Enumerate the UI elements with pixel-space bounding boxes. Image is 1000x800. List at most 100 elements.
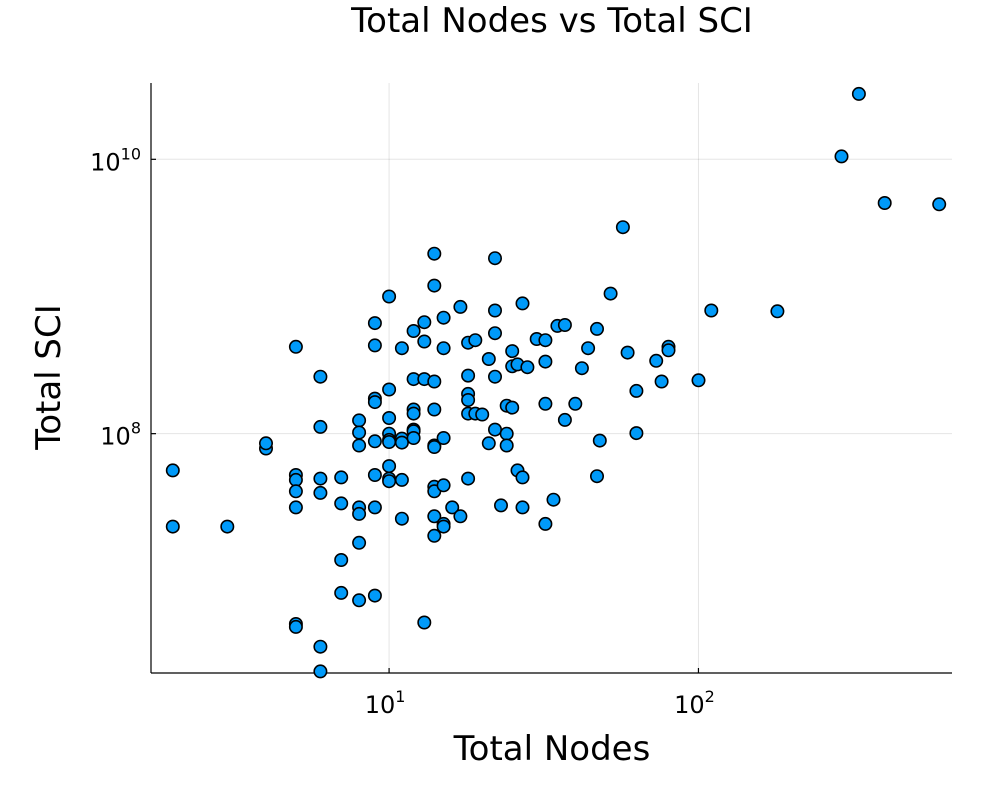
x-tick-label: 102 <box>674 687 715 719</box>
data-point <box>487 326 502 341</box>
data-point <box>417 315 432 330</box>
y-tick-label: 108 <box>100 419 141 451</box>
data-point <box>568 396 583 411</box>
data-point <box>406 430 421 445</box>
data-point <box>538 516 553 531</box>
data-point <box>288 484 303 499</box>
data-point <box>394 341 409 356</box>
data-point <box>691 373 706 388</box>
data-point <box>288 472 303 487</box>
data-point <box>487 303 502 318</box>
data-point <box>487 422 502 437</box>
data-point <box>367 316 382 331</box>
data-point <box>165 519 180 534</box>
data-point <box>394 511 409 526</box>
data-point <box>313 471 328 486</box>
data-point <box>436 430 451 445</box>
data-point <box>288 339 303 354</box>
data-point <box>877 196 892 211</box>
data-point <box>453 299 468 314</box>
data-point <box>258 436 273 451</box>
data-point <box>661 343 676 358</box>
data-points <box>165 86 947 679</box>
data-point <box>487 369 502 384</box>
data-point <box>546 492 561 507</box>
data-point <box>406 323 421 338</box>
data-point <box>654 374 669 389</box>
data-point <box>557 412 572 427</box>
data-point <box>427 246 442 261</box>
data-point <box>515 296 530 311</box>
data-point <box>834 149 849 164</box>
data-point <box>574 361 589 376</box>
data-point <box>382 289 397 304</box>
data-point <box>505 344 520 359</box>
data-point <box>427 374 442 389</box>
x-tick-label: 101 <box>365 687 406 719</box>
data-point <box>515 470 530 485</box>
grid-lines <box>151 83 952 673</box>
data-point <box>367 500 382 515</box>
data-point <box>288 500 303 515</box>
data-point <box>629 383 644 398</box>
data-point <box>352 506 367 521</box>
data-point <box>406 406 421 421</box>
data-point <box>367 588 382 603</box>
data-point <box>581 341 596 356</box>
data-point <box>499 426 514 441</box>
data-point <box>592 433 607 448</box>
data-point <box>313 485 328 500</box>
data-point <box>417 615 432 630</box>
data-point <box>468 333 483 348</box>
data-point <box>367 434 382 449</box>
data-point <box>313 369 328 384</box>
chart-title: Total Nodes vs Total SCI <box>350 1 753 41</box>
data-point <box>417 334 432 349</box>
data-point <box>367 467 382 482</box>
data-point <box>427 528 442 543</box>
data-point <box>649 353 664 368</box>
data-point <box>453 509 468 524</box>
data-point <box>394 472 409 487</box>
y-axis-label: Total SCI <box>29 304 69 451</box>
data-point <box>352 593 367 608</box>
y-tick-label: 1010 <box>90 144 141 176</box>
tick-labels: 101 102 108 1010 <box>90 144 715 719</box>
data-point <box>427 402 442 417</box>
data-point <box>505 400 520 415</box>
data-point <box>382 434 397 449</box>
data-point <box>436 478 451 493</box>
data-point <box>382 459 397 474</box>
data-point <box>165 463 180 478</box>
data-point <box>520 360 535 375</box>
data-point <box>620 345 635 360</box>
data-point <box>334 552 349 567</box>
data-point <box>461 392 476 407</box>
data-point <box>603 286 618 301</box>
data-point <box>461 368 476 383</box>
data-point <box>629 426 644 441</box>
data-point <box>538 396 553 411</box>
data-point <box>615 220 630 235</box>
data-point <box>220 519 235 534</box>
data-point <box>367 395 382 410</box>
data-point <box>493 498 508 513</box>
data-point <box>382 382 397 397</box>
data-point <box>334 496 349 511</box>
data-point <box>352 425 367 440</box>
data-point <box>515 500 530 515</box>
data-point <box>288 619 303 634</box>
data-point <box>704 303 719 318</box>
data-point <box>334 470 349 485</box>
data-point <box>932 197 947 212</box>
data-point <box>352 413 367 428</box>
data-point <box>313 639 328 654</box>
x-axis-label: Total Nodes <box>453 729 651 769</box>
data-point <box>589 321 604 336</box>
data-point <box>352 438 367 453</box>
data-point <box>367 338 382 353</box>
axes <box>150 83 952 674</box>
data-point <box>499 438 514 453</box>
data-point <box>851 86 866 101</box>
